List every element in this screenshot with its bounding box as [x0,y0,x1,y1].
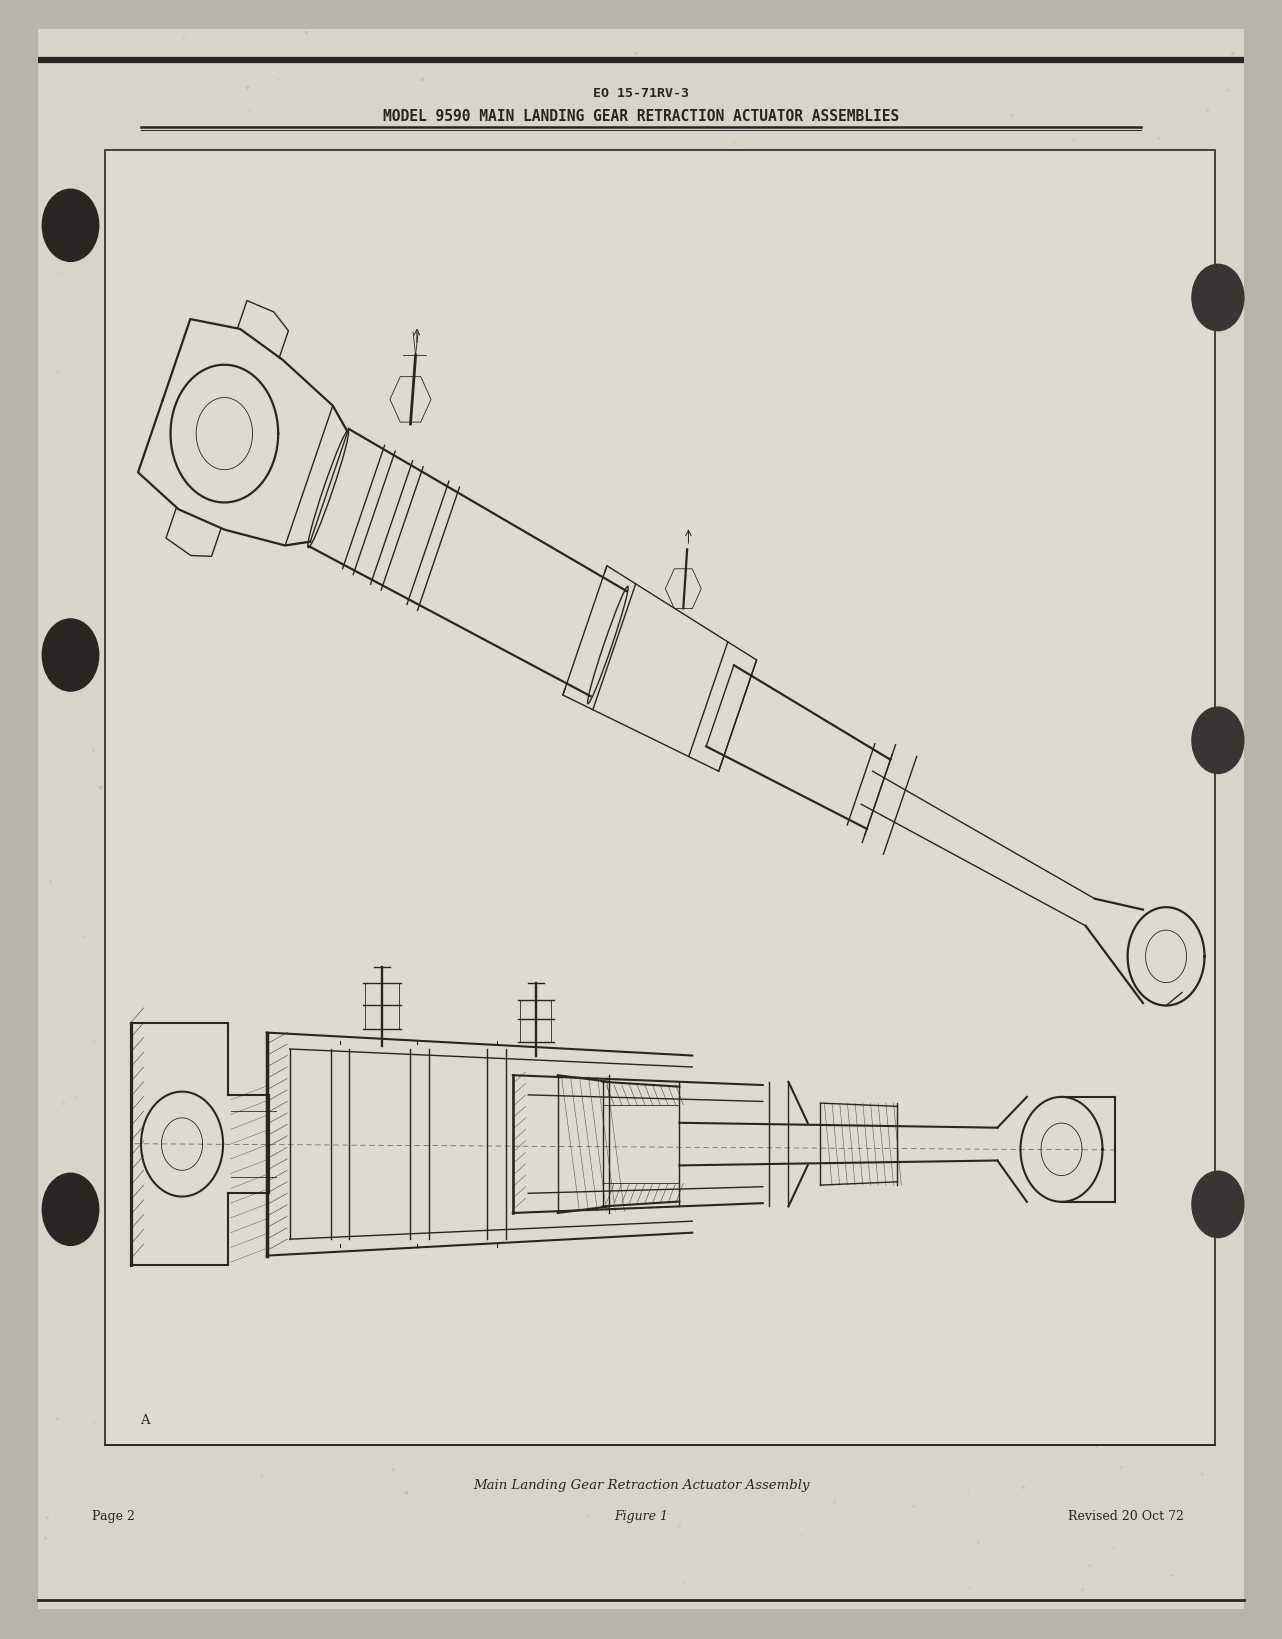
Text: Figure 1: Figure 1 [614,1510,668,1523]
Text: MODEL 9590 MAIN LANDING GEAR RETRACTION ACTUATOR ASSEMBLIES: MODEL 9590 MAIN LANDING GEAR RETRACTION … [383,108,899,125]
Circle shape [1192,266,1244,331]
Text: A: A [140,1413,150,1426]
FancyBboxPatch shape [105,151,1215,1446]
FancyBboxPatch shape [38,30,1244,1609]
Circle shape [42,620,99,692]
Text: Main Landing Gear Retraction Actuator Assembly: Main Landing Gear Retraction Actuator As… [473,1478,809,1491]
Circle shape [42,190,99,262]
Text: Page 2: Page 2 [92,1510,135,1523]
Circle shape [1192,708,1244,774]
Circle shape [42,1174,99,1246]
Text: Revised 20 Oct 72: Revised 20 Oct 72 [1068,1510,1183,1523]
Text: EO 15-71RV-3: EO 15-71RV-3 [594,87,688,100]
Circle shape [1192,1172,1244,1237]
